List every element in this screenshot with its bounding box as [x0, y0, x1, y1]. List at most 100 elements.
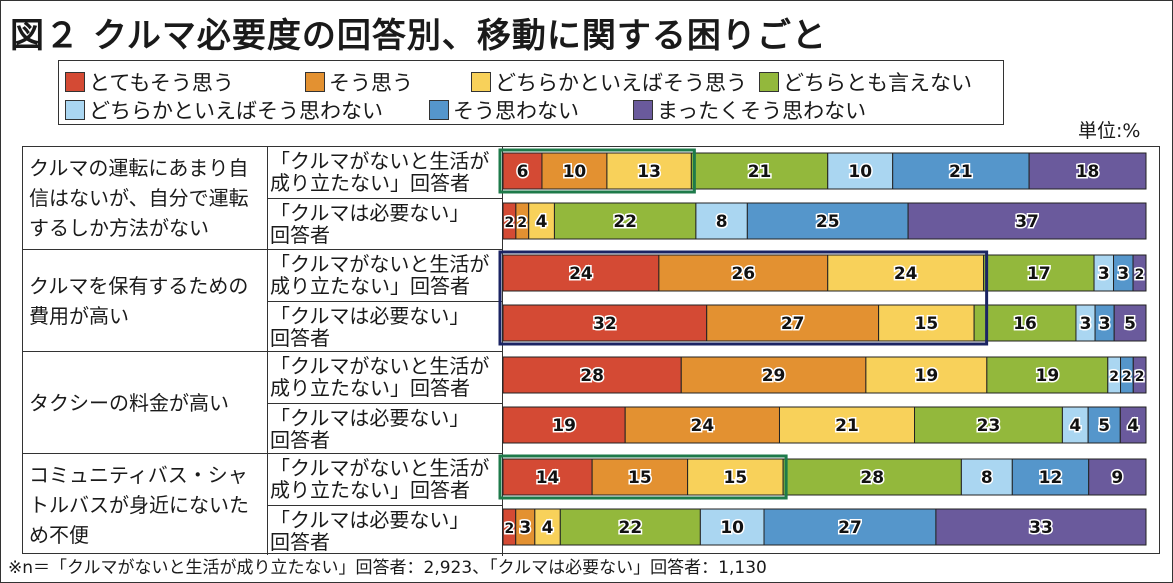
bar-value-label: 10 [563, 162, 587, 182]
legend-swatch-somewhat-disagree [65, 100, 85, 120]
bar-value-label: 4 [536, 212, 548, 232]
legend-label: そう思う [329, 71, 413, 95]
bar-value-label: 6 [517, 162, 529, 182]
table-group: タクシーの料金が高い 「クルマがないと生活が 成り立たない」回答者 「クルマは必要ない… [23, 351, 503, 454]
bar-segment [624, 406, 780, 444]
bar-value-label: 25 [816, 212, 840, 232]
bar-segment [865, 356, 988, 394]
legend-label: とてもそう思う [89, 71, 234, 95]
legend-label: そう思わない [453, 99, 579, 123]
bar-value-label: 16 [1013, 314, 1037, 334]
footnote: ※n＝「クルマがないと生活が成り立たない」回答者：2,923、「クルマは必要ない… [8, 558, 767, 578]
bar-value-label: 10 [848, 162, 872, 182]
bar-value-label: 22 [613, 212, 637, 232]
bar-value-label: 26 [731, 264, 755, 284]
bar-value-label: 9 [1111, 468, 1123, 488]
respondent-label: 「クルマがないと生活が 成り立たない」回答者 [268, 352, 503, 403]
bar-value-label: 5 [1098, 416, 1110, 436]
category-label: コミュニティバス・シャ トルバスが身近にないた め不便 [23, 454, 268, 555]
bar-value-label: 17 [1027, 264, 1051, 284]
bar-value-label: 28 [860, 468, 884, 488]
legend-item: そう思わない [429, 95, 579, 125]
bar-segment [606, 152, 692, 190]
bar-segment [1132, 254, 1147, 292]
legend-item: どちらかといえばそう思う [471, 67, 747, 97]
bar-value-label: 27 [838, 518, 862, 538]
respondent-label: 「クルマがないと生活が 成り立たない」回答者 [268, 147, 503, 198]
legend: とてもそう思う そう思う どちらかといえばそう思う どちらとも言えない どちらか… [58, 60, 1004, 125]
bar-value-label: 2 [517, 215, 527, 231]
bar-value-label: 3 [1099, 314, 1111, 334]
bar-value-label: 13 [637, 162, 661, 182]
bar-segment [746, 202, 909, 240]
respondent-label: 「クルマは必要ない」 回答者 [268, 403, 503, 454]
bar-value-label: 15 [628, 468, 652, 488]
bar-segment [502, 254, 660, 292]
bar-value-label: 18 [1076, 162, 1100, 182]
legend-label: まったくそう思わない [657, 99, 867, 123]
category-text: クルマの運転にあまり自 信はないが、自分で運転 するしか方法がない [29, 156, 249, 240]
bar-segment [695, 202, 748, 240]
bar-segment [680, 356, 867, 394]
bar-segment [1113, 304, 1147, 342]
bar-value-label: 21 [949, 162, 973, 182]
respondent-label: 「クルマは必要ない」 回答者 [268, 301, 503, 352]
legend-label: どちらかといえばそう思う [495, 71, 747, 95]
table-group: クルマの運転にあまり自 信はないが、自分で運転 するしか方法がない 「クルマがないと生… [23, 147, 503, 249]
bar-value-label: 21 [748, 162, 772, 182]
legend-label: どちらとも言えない [783, 71, 972, 95]
bar-segment [935, 508, 1147, 546]
bar-value-label: 10 [720, 518, 744, 538]
bar-value-label: 8 [981, 468, 993, 488]
bar-value-label: 28 [580, 366, 604, 386]
bar-value-label: 15 [915, 314, 939, 334]
category-text: タクシーの料金が高い [29, 390, 229, 415]
bar-value-label: 19 [1035, 366, 1059, 386]
legend-swatch-agree [305, 72, 325, 92]
bar-value-label: 15 [724, 468, 748, 488]
bar-segment [690, 152, 829, 190]
bar-value-label: 24 [690, 416, 714, 436]
bar-segment [782, 458, 962, 496]
bar-segment [1088, 458, 1147, 496]
bar-value-label: 4 [542, 518, 554, 538]
bar-segment [1087, 406, 1121, 444]
bar-segment [973, 304, 1077, 342]
figure-title: 図２ クルマ必要度の回答別、移動に関する困りごと [10, 16, 827, 56]
bar-value-label: 2 [1109, 369, 1119, 385]
bar-value-label: 2 [505, 215, 515, 231]
respondent-label: 「クルマは必要ない」 回答者 [268, 505, 503, 556]
bar-segment [907, 202, 1147, 240]
bar-segment [658, 254, 829, 292]
bar-value-label: 33 [1029, 518, 1053, 538]
bar-value-label: 14 [536, 468, 560, 488]
highlight-box [498, 250, 989, 346]
legend-label: どちらかといえばそう思わない [89, 99, 383, 123]
bar-segment [502, 356, 682, 394]
bar-value-label: 3 [1080, 314, 1092, 334]
bar-value-label: 3 [1117, 264, 1129, 284]
bar-value-label: 24 [894, 264, 918, 284]
bar-segment [553, 202, 697, 240]
bar-segment [699, 508, 765, 546]
category-label: タクシーの料金が高い [23, 352, 268, 453]
bar-value-label: 3 [519, 518, 531, 538]
legend-swatch-somewhat-agree [471, 72, 491, 92]
category-text: クルマを保有するための 費用が高い [29, 273, 249, 328]
legend-item: とてもそう思う [65, 67, 234, 97]
legend-item: どちらかといえばそう思わない [65, 95, 383, 125]
highlight-box [498, 454, 788, 500]
bar-segment [827, 254, 985, 292]
legend-swatch-neutral [759, 72, 779, 92]
bar-value-label: 32 [593, 314, 617, 334]
bar-value-label: 2 [504, 521, 514, 537]
legend-item: そう思う [305, 67, 413, 97]
bar-value-label: 5 [1124, 314, 1136, 334]
bar-value-label: 8 [716, 212, 728, 232]
category-text: コミュニティバス・シャ トルバスが身近にないた め不便 [29, 462, 249, 547]
bar-value-label: 3 [1098, 264, 1110, 284]
bar-segment [706, 304, 880, 342]
bar-value-label: 19 [915, 366, 939, 386]
bar-value-label: 2 [1135, 267, 1145, 283]
